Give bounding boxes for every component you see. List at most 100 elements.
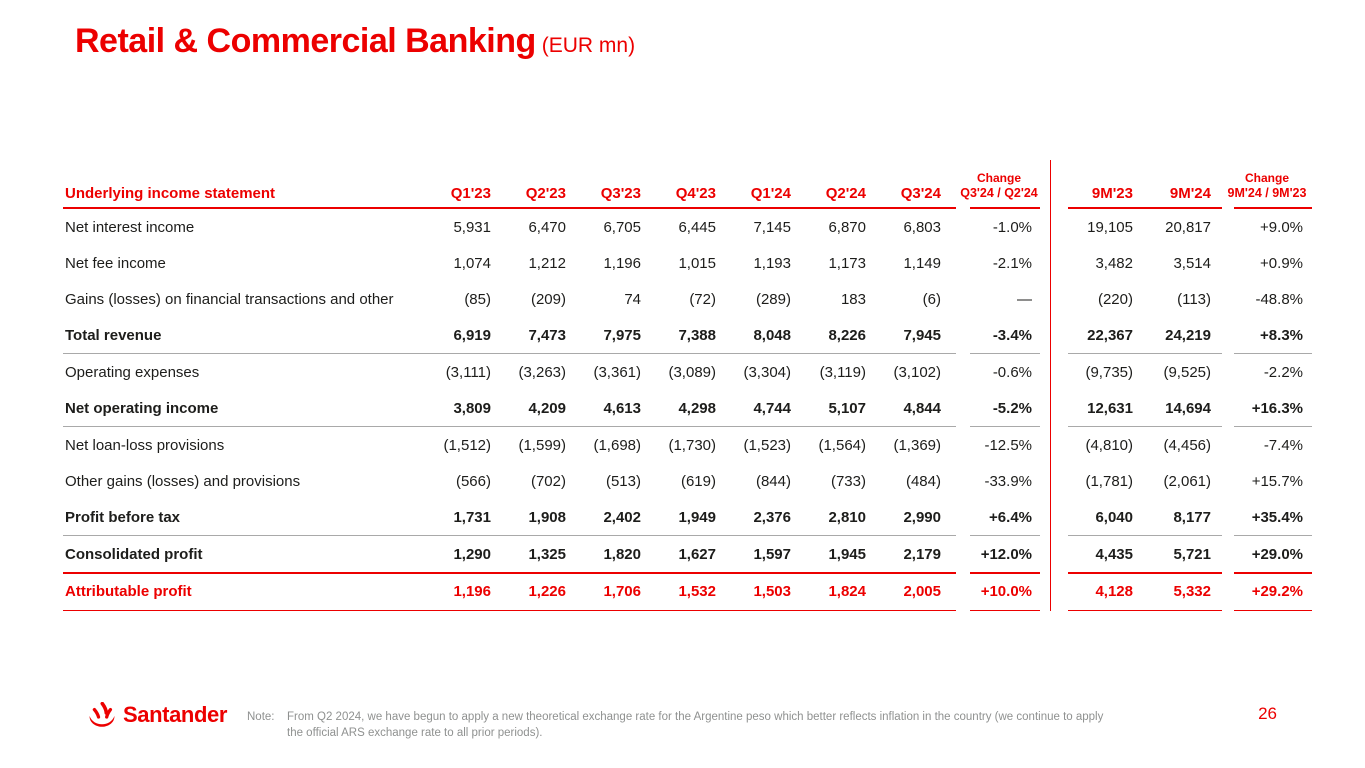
cell-value: (209) bbox=[530, 290, 566, 308]
cell-change-q: -12.5% bbox=[984, 436, 1032, 454]
cell-value: (1,512) bbox=[443, 436, 491, 454]
cell-value: (3,089) bbox=[668, 363, 716, 381]
cell-value: (6) bbox=[922, 290, 941, 308]
cell-change-9m: +15.7% bbox=[1251, 472, 1303, 490]
change-q-subtitle: Q3'24 / Q2'24 bbox=[960, 186, 1038, 200]
cell-9m23: 4,128 bbox=[1095, 583, 1133, 600]
cell-value: (1,369) bbox=[893, 436, 941, 454]
cell-value: 1,149 bbox=[903, 254, 941, 272]
page-title: Retail & Commercial Banking (EUR mn) bbox=[75, 22, 635, 61]
cell-value: 1,074 bbox=[453, 254, 491, 272]
cell-change-q: -5.2% bbox=[992, 399, 1032, 417]
note-line-2: the official ARS exchange rate to all pr… bbox=[287, 727, 543, 739]
section-divider-line bbox=[1050, 160, 1051, 611]
cell-value: (3,102) bbox=[893, 363, 941, 381]
table-row-net-fee-income: Net fee income 1,074 1,212 1,196 1,015 1… bbox=[63, 245, 1312, 281]
cell-value: 7,945 bbox=[903, 326, 941, 344]
cell-value: 1,503 bbox=[753, 583, 791, 600]
cell-9m24: 5,721 bbox=[1173, 545, 1211, 563]
column-header-9m23: 9M'23 bbox=[1091, 185, 1133, 202]
cell-value: (1,730) bbox=[668, 436, 716, 454]
cell-value: 4,209 bbox=[528, 399, 566, 417]
cell-change-q: -2.1% bbox=[992, 254, 1032, 272]
change-q-title: Change bbox=[976, 171, 1021, 185]
section-rule-red bbox=[63, 572, 1312, 574]
cell-change-9m: +16.3% bbox=[1251, 399, 1303, 417]
cell-value: 8,226 bbox=[828, 326, 866, 344]
column-header-change-q: Change Q3'24 / Q2'24 bbox=[956, 158, 1042, 207]
column-header-q2-23: Q2'23 bbox=[525, 185, 566, 202]
cell-9m23: 3,482 bbox=[1095, 254, 1133, 272]
cell-value: (566) bbox=[455, 472, 491, 490]
cell-value: 1,290 bbox=[453, 545, 491, 563]
cell-9m24: 3,514 bbox=[1173, 254, 1211, 272]
column-header-q3-23: Q3'23 bbox=[600, 185, 641, 202]
cell-value: (1,564) bbox=[818, 436, 866, 454]
row-label: Total revenue bbox=[65, 326, 162, 344]
cell-9m23: (4,810) bbox=[1085, 436, 1133, 454]
table-row-consolidated-profit: Consolidated profit 1,290 1,325 1,820 1,… bbox=[63, 536, 1312, 572]
cell-value: 1,173 bbox=[828, 254, 866, 272]
cell-value: 6,470 bbox=[528, 218, 566, 236]
page-title-text: Retail & Commercial Banking bbox=[75, 22, 536, 60]
header-underline bbox=[63, 207, 1312, 209]
cell-value: 2,376 bbox=[753, 508, 791, 526]
cell-9m23: 6,040 bbox=[1095, 508, 1133, 526]
table-header-row: Underlying income statement Q1'23 Q2'23 … bbox=[63, 158, 1312, 207]
cell-value: 6,445 bbox=[678, 218, 716, 236]
table-row-other-gains-losses: Other gains (losses) and provisions (566… bbox=[63, 463, 1312, 499]
cell-value: 6,919 bbox=[453, 326, 491, 344]
santander-flame-icon bbox=[89, 702, 115, 727]
cell-value: 3,809 bbox=[453, 399, 491, 417]
cell-value: (72) bbox=[689, 290, 716, 308]
cell-value: 1,824 bbox=[828, 583, 866, 600]
cell-value: 1,706 bbox=[603, 583, 641, 600]
cell-change-q: -1.0% bbox=[992, 218, 1032, 236]
cell-change-9m: -7.4% bbox=[1263, 436, 1303, 454]
note-text: From Q2 2024, we have begun to apply a n… bbox=[287, 709, 1103, 741]
cell-value: (3,304) bbox=[743, 363, 791, 381]
cell-change-q: — bbox=[1017, 290, 1032, 308]
row-label: Consolidated profit bbox=[65, 545, 203, 563]
column-header-label: Underlying income statement bbox=[65, 185, 276, 202]
cell-change-9m: -2.2% bbox=[1263, 363, 1303, 381]
cell-value: 1,731 bbox=[453, 508, 491, 526]
cell-9m23: 22,367 bbox=[1087, 326, 1133, 344]
cell-9m24: (2,061) bbox=[1163, 472, 1211, 490]
cell-value: 6,705 bbox=[603, 218, 641, 236]
cell-9m23: 19,105 bbox=[1087, 218, 1133, 236]
cell-9m24: 8,177 bbox=[1173, 508, 1211, 526]
cell-value: (85) bbox=[464, 290, 491, 308]
cell-9m23: (220) bbox=[1097, 290, 1133, 308]
cell-value: 2,990 bbox=[903, 508, 941, 526]
santander-logo: Santander bbox=[88, 702, 227, 728]
cell-value: 2,179 bbox=[903, 545, 941, 563]
cell-value: (1,523) bbox=[743, 436, 791, 454]
santander-wordmark: Santander bbox=[123, 702, 227, 727]
table-row-total-revenue: Total revenue 6,919 7,473 7,975 7,388 8,… bbox=[63, 317, 1312, 353]
cell-change-q: +12.0% bbox=[980, 545, 1032, 563]
column-header-change-9m: Change 9M'24 / 9M'23 bbox=[1222, 158, 1312, 207]
row-label: Gains (losses) on financial transactions… bbox=[65, 290, 394, 308]
cell-change-9m: +29.0% bbox=[1251, 545, 1303, 563]
cell-value: 74 bbox=[624, 290, 641, 308]
cell-9m24: 24,219 bbox=[1165, 326, 1211, 344]
table-row-attributable-profit: Attributable profit 1,196 1,226 1,706 1,… bbox=[63, 574, 1312, 610]
cell-value: 2,810 bbox=[828, 508, 866, 526]
table-row-profit-before-tax: Profit before tax 1,731 1,908 2,402 1,94… bbox=[63, 499, 1312, 535]
change-9m-subtitle: 9M'24 / 9M'23 bbox=[1227, 186, 1307, 200]
cell-9m24: (113) bbox=[1177, 290, 1211, 308]
cell-value: 4,298 bbox=[678, 399, 716, 417]
column-header-9m24: 9M'24 bbox=[1169, 185, 1211, 202]
column-header-q2-24: Q2'24 bbox=[825, 185, 866, 202]
cell-9m24: (9,525) bbox=[1163, 363, 1211, 381]
row-label: Net interest income bbox=[65, 218, 195, 236]
cell-9m23: 4,435 bbox=[1095, 545, 1133, 563]
row-label: Operating expenses bbox=[65, 363, 200, 381]
column-header-q4-23: Q4'23 bbox=[675, 185, 716, 202]
cell-change-9m: +29.2% bbox=[1251, 583, 1303, 600]
column-header-q1-23: Q1'23 bbox=[450, 185, 491, 202]
cell-9m24: 20,817 bbox=[1165, 218, 1211, 236]
cell-value: 1,212 bbox=[528, 254, 566, 272]
